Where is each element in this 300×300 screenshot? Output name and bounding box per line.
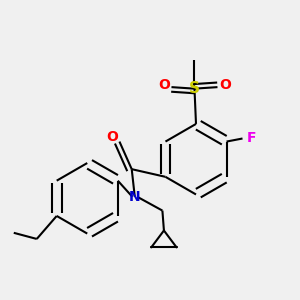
Text: O: O <box>219 78 231 92</box>
Text: O: O <box>158 78 170 92</box>
Text: F: F <box>246 131 256 146</box>
Text: N: N <box>129 190 141 204</box>
Text: O: O <box>106 130 118 144</box>
Text: S: S <box>189 81 200 96</box>
